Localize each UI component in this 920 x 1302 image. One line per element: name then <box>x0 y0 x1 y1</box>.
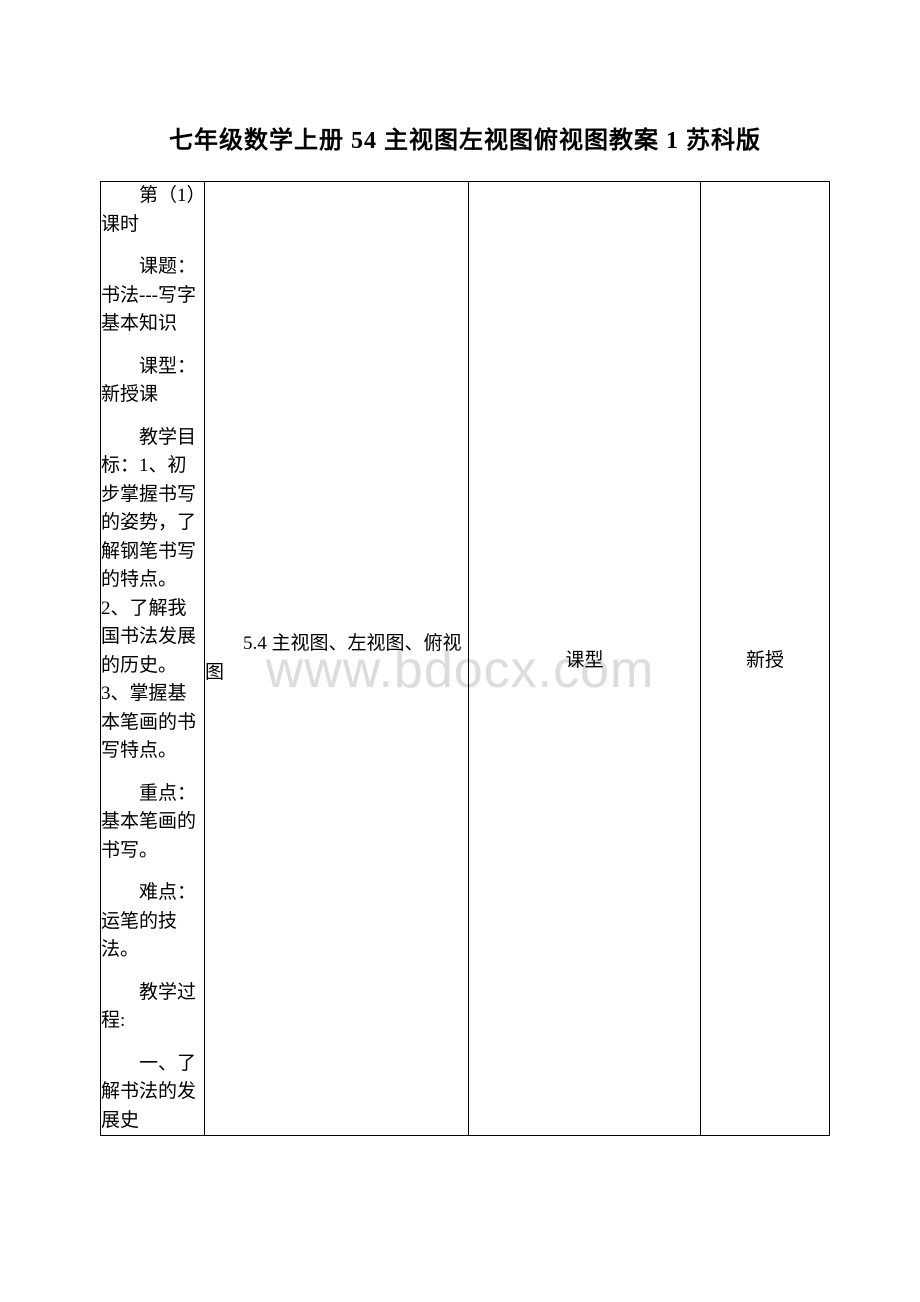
key-points: 重点：基本笔画的书写。 <box>101 780 204 866</box>
lesson-plan-table: 第（1）课时 课题：书法---写字基本知识 课型：新授课 教学目标：1、初步掌握… <box>100 181 830 1136</box>
class-type-value-cell: 新授 <box>701 182 830 1136</box>
topic-title-cell: 5.4 主视图、左视图、俯视图 <box>205 182 469 1136</box>
topic-title-text: 5.4 主视图、左视图、俯视图 <box>205 630 468 687</box>
section-one: 一、了解书法的发展史 <box>101 1050 204 1136</box>
left-column-cell: 第（1）课时 课题：书法---写字基本知识 课型：新授课 教学目标：1、初步掌握… <box>101 182 205 1136</box>
page-title: 七年级数学上册 54 主视图左视图俯视图教案 1 苏科版 <box>100 120 830 155</box>
class-type: 课型：新授课 <box>101 353 204 410</box>
topic: 课题：书法---写字基本知识 <box>101 253 204 339</box>
table-row: 第（1）课时 课题：书法---写字基本知识 课型：新授课 教学目标：1、初步掌握… <box>101 182 830 1136</box>
lesson-number: 第（1）课时 <box>101 182 204 239</box>
class-type-label-cell: 课型 <box>469 182 701 1136</box>
teaching-objectives: 教学目标：1、初步掌握书写的姿势，了解钢笔书写的特点。2、了解我国书法发展的历史… <box>101 424 204 766</box>
teaching-process: 教学过程: <box>101 979 204 1036</box>
difficulties: 难点：运笔的技法。 <box>101 879 204 965</box>
